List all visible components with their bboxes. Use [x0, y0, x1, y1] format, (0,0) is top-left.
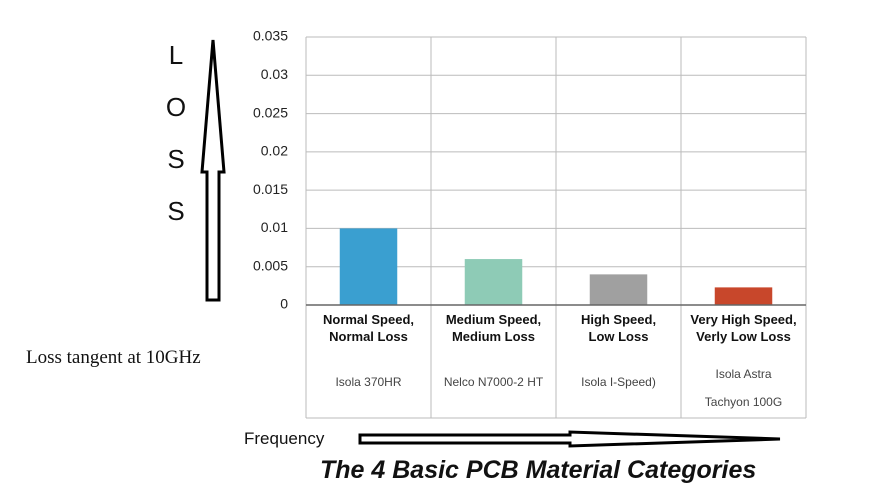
category-label: Medium Speed, Medium Loss	[445, 312, 542, 344]
right-arrow	[358, 430, 781, 448]
category-label: Normal Speed, Normal Loss	[322, 312, 415, 344]
material-label: Isola 370HR	[335, 375, 402, 389]
y-tick-label: 0.015	[253, 181, 288, 197]
y-axis-label: LOSS	[161, 40, 191, 248]
bar	[339, 228, 398, 305]
material-label: Isola Astra Tachyon 100G	[704, 367, 783, 409]
y-tick-label: 0.035	[253, 28, 288, 44]
y-tick-label: 0.025	[253, 104, 288, 120]
bar	[589, 274, 648, 305]
y-tick-label: 0.03	[261, 66, 288, 82]
y-tick-label: 0	[280, 296, 288, 312]
material-label: Nelco N7000-2 HT	[443, 375, 544, 389]
x-axis-label: Frequency	[244, 429, 325, 448]
bar	[464, 259, 523, 305]
bar	[714, 287, 773, 305]
y-tick-label: 0.02	[261, 143, 288, 159]
category-label: Very High Speed, Verly Low Loss	[690, 312, 797, 344]
y-tick-label: 0.005	[253, 257, 288, 273]
category-label: High Speed, Low Loss	[580, 312, 657, 344]
material-label: Isola I-Speed)	[581, 375, 656, 389]
up-arrow	[200, 39, 226, 302]
chart-title: The 4 Basic PCB Material Categories	[320, 456, 757, 484]
side-note: Loss tangent at 10GHz	[26, 347, 201, 368]
y-tick-label: 0.01	[261, 219, 288, 235]
